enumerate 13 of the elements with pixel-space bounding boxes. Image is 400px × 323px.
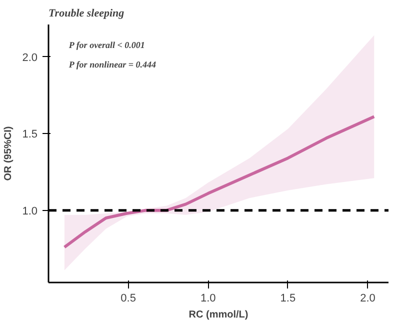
annotation: P for nonlinear = 0.444	[68, 59, 156, 70]
annotation: P for overall < 0.001	[68, 40, 145, 50]
x-tick-label: 0.5	[120, 292, 136, 304]
y-tick-label: 1.0	[22, 205, 38, 218]
x-tick-label: 2.0	[360, 292, 376, 304]
chart-title: Trouble sleeping	[48, 8, 125, 20]
line-series	[62, 115, 376, 249]
y-tick-label: 2.0	[22, 52, 38, 64]
x-tick-label: 1.0	[200, 292, 216, 304]
y-tick-label: 1.5	[22, 128, 38, 141]
x-axis-title: RC (mmol/L)	[188, 310, 248, 320]
y-axis-title: OR (95%CI)	[3, 126, 14, 181]
x-tick-label: 1.5	[280, 292, 296, 304]
